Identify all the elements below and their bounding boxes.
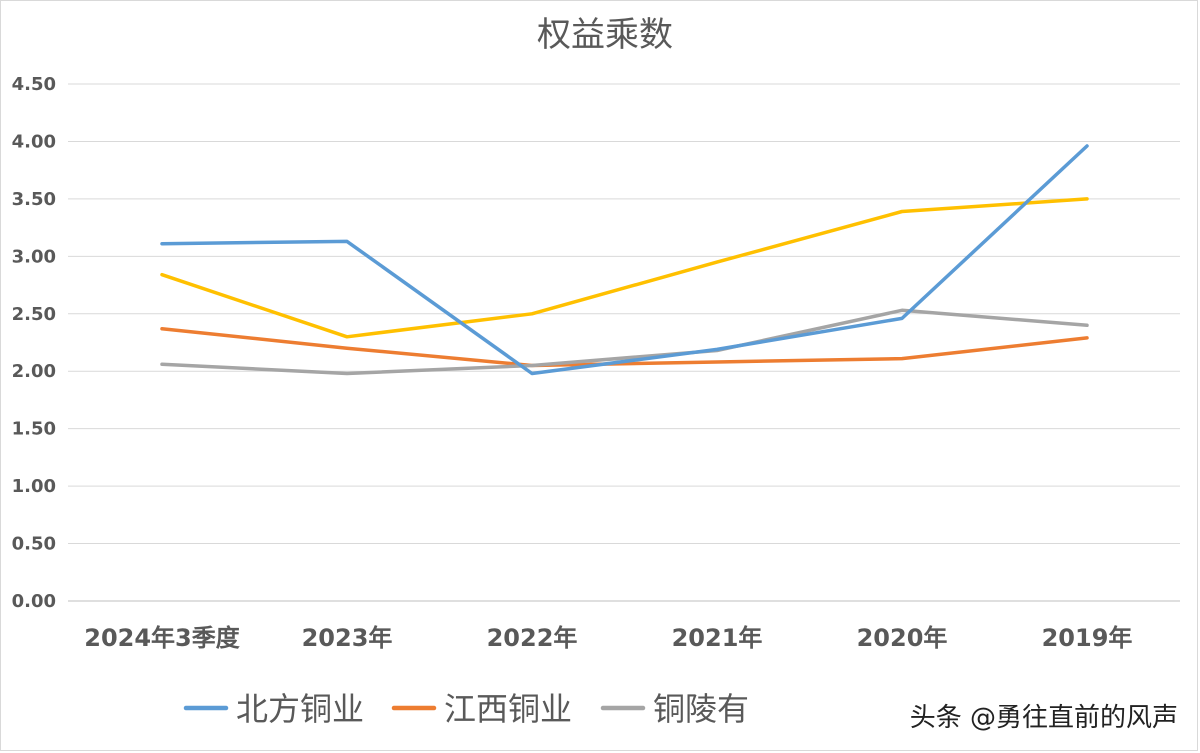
x-tick-label: 2022年: [487, 624, 578, 652]
x-tick-label: 2021年: [672, 624, 763, 652]
x-tick-label: 2020年: [857, 624, 948, 652]
y-tick-label: 0.50: [12, 534, 56, 555]
y-tick-label: 0.00: [12, 591, 56, 612]
legend-label: 北方铜业: [236, 690, 364, 728]
legend-label: 铜陵有: [653, 690, 749, 728]
y-axis-ticks: 0.00 0.50 1.00 1.50 2.00 2.50 3.00 3.50 4.00 4.50: [12, 74, 56, 612]
y-tick-label: 3.00: [12, 246, 56, 267]
series-lines: [160, 144, 1089, 376]
gridlines: [68, 83, 1180, 602]
y-tick-label: 2.50: [12, 304, 56, 325]
y-tick-label: 3.50: [12, 189, 56, 210]
y-tick-label: 4.00: [12, 131, 56, 152]
chart-title: 权益乘数: [537, 15, 673, 55]
y-tick-label: 4.50: [12, 74, 56, 95]
watermark-text: 头条 @勇往直前的风声: [910, 703, 1178, 733]
series-line-1: [160, 326, 1089, 368]
x-axis-ticks: 2024年3季度 2023年 2022年 2021年 2020年 2019年: [84, 624, 1132, 652]
y-tick-label: 1.00: [12, 476, 56, 497]
legend: 北方铜业 江西铜业 铜陵有: [183, 690, 749, 728]
series-line-2: [160, 308, 1089, 376]
x-tick-label: 2019年: [1042, 624, 1133, 652]
y-tick-label: 1.50: [12, 419, 56, 440]
y-tick-label: 2.00: [12, 361, 56, 382]
series-line-3: [160, 197, 1089, 339]
x-tick-label: 2024年3季度: [84, 624, 240, 652]
x-tick-label: 2023年: [302, 624, 393, 652]
series-line-0: [160, 144, 1089, 376]
legend-label: 江西铜业: [444, 690, 572, 728]
